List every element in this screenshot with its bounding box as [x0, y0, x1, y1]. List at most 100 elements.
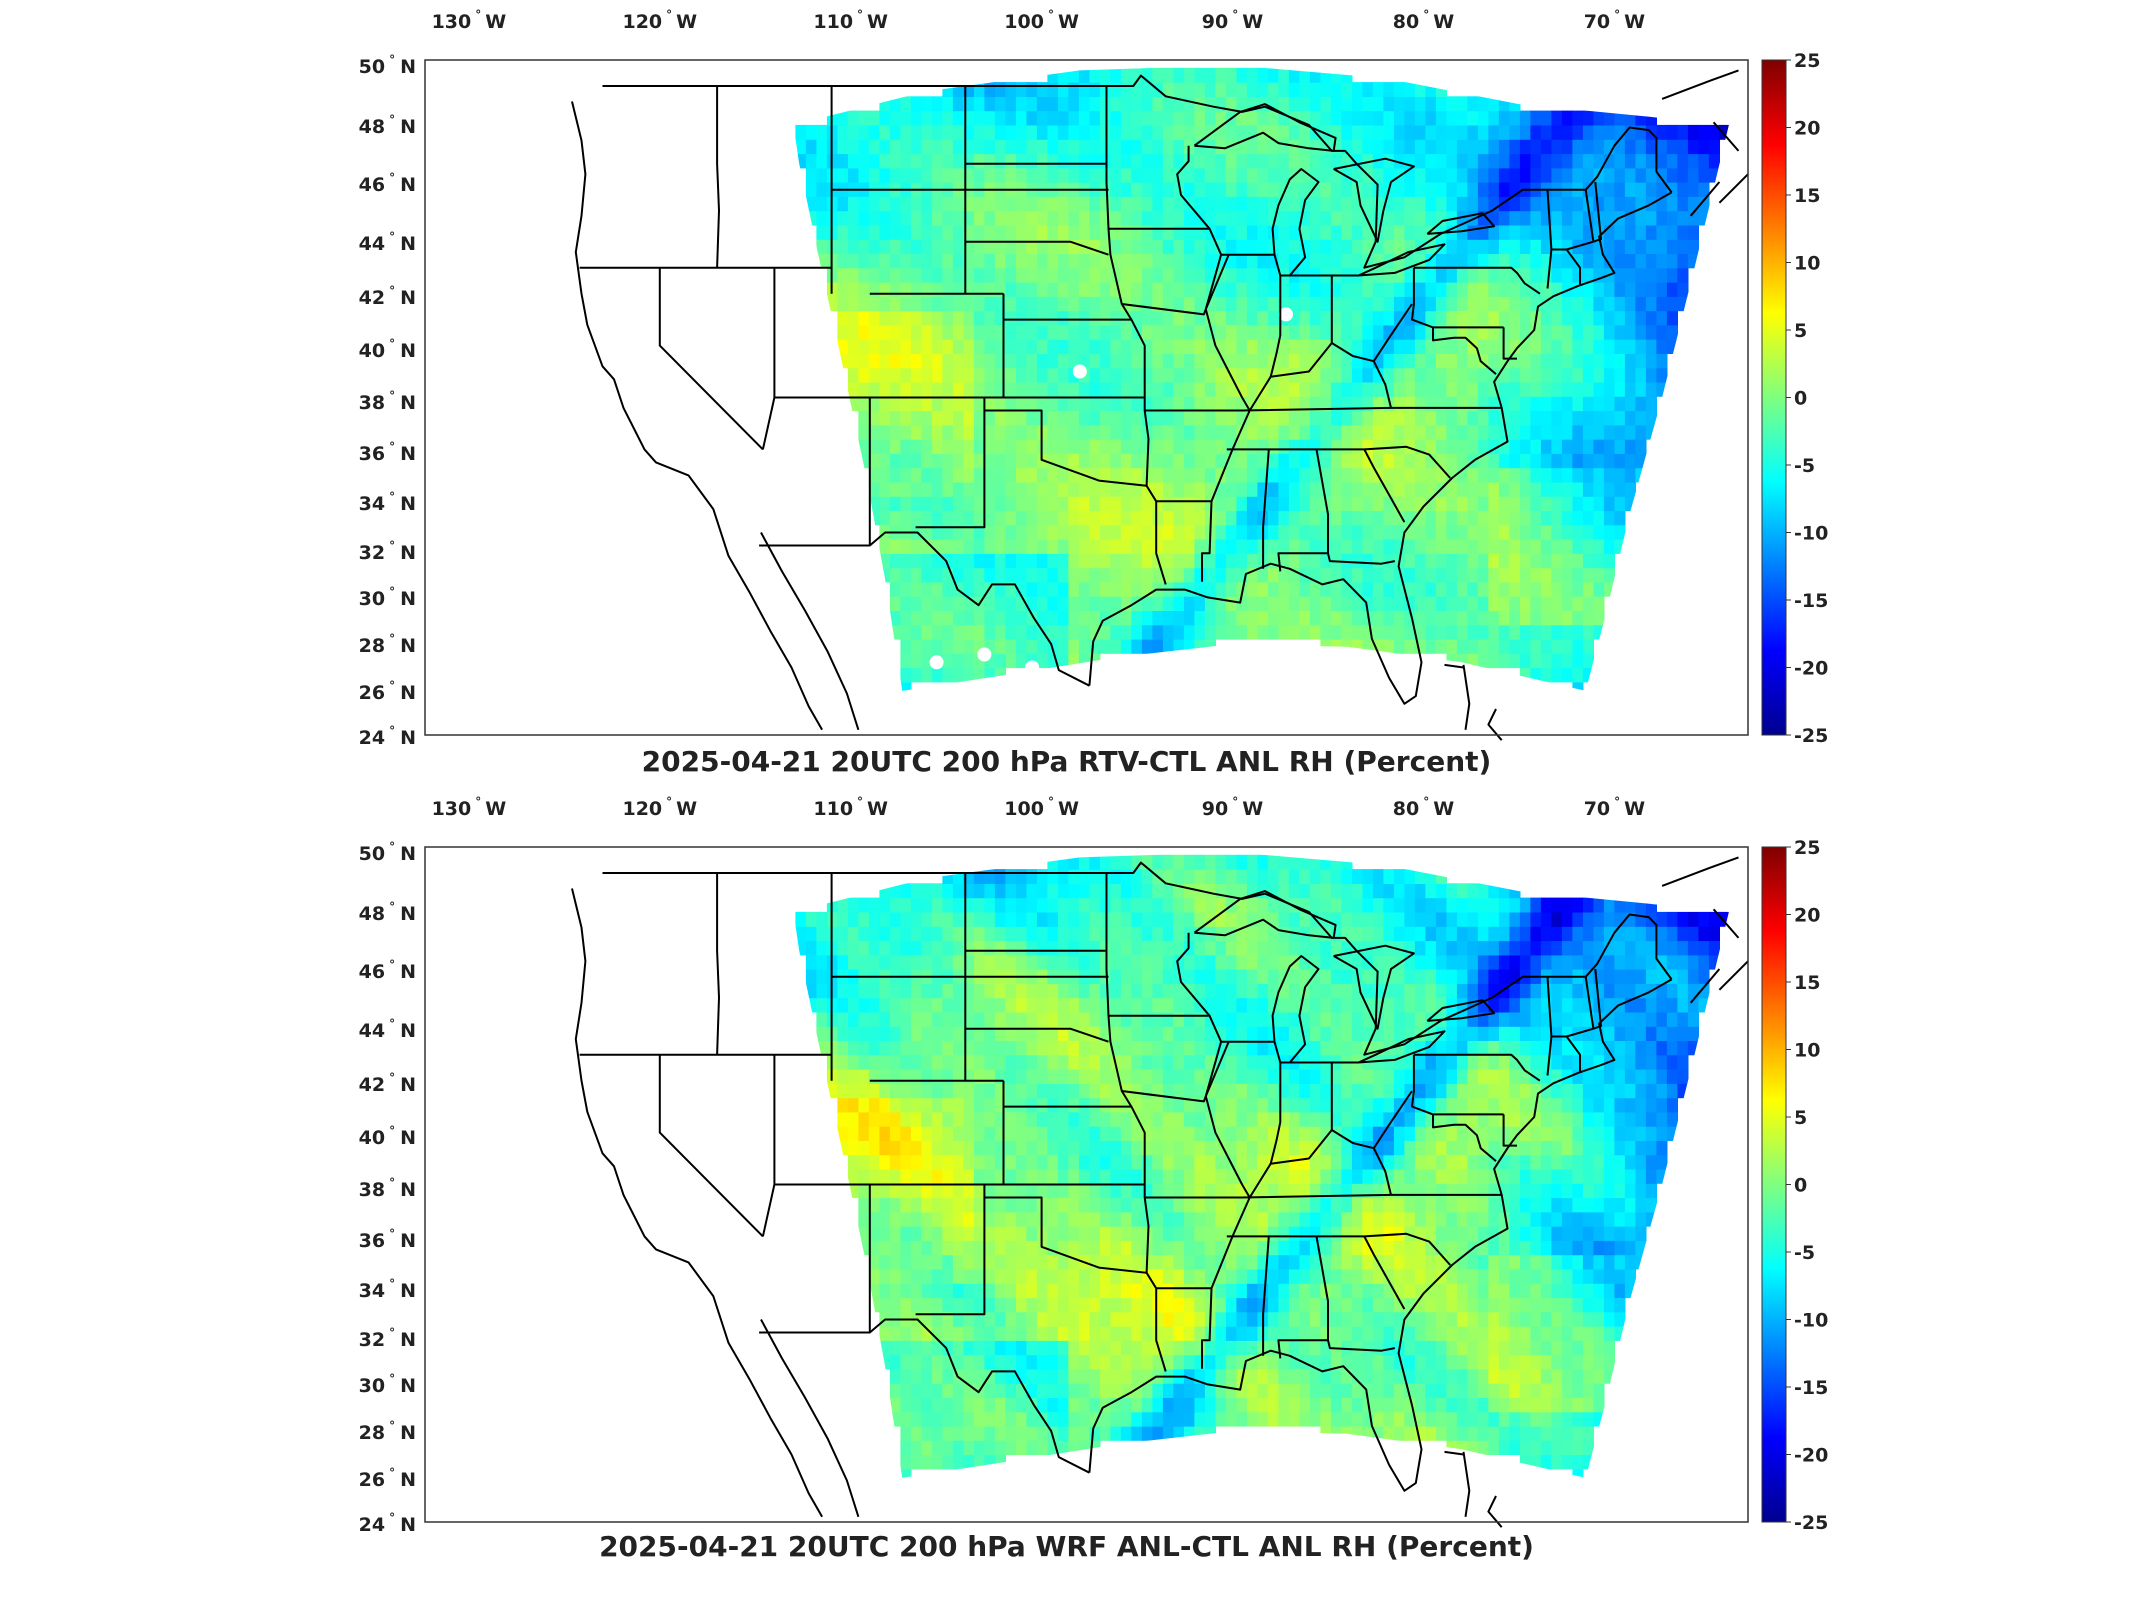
colorbar-tick-label: 10 [1794, 1040, 1820, 1062]
colorbar-tick-label: -25 [1794, 725, 1828, 747]
mexico-border [759, 1318, 1090, 1474]
map-frame [424, 59, 1749, 736]
state-border [1262, 1236, 1270, 1356]
great-lake-outline [1271, 168, 1320, 277]
longitude-label: 120 ° W [622, 795, 697, 820]
state-border [1551, 189, 1595, 251]
latitude-label: 44 ° N [359, 1017, 416, 1042]
state-border [1413, 1053, 1541, 1082]
state-border [1565, 1035, 1581, 1073]
colorbar-tick-label: -15 [1794, 590, 1828, 612]
colorbar-tick-label: 15 [1794, 972, 1820, 994]
missing-data-patch [1632, 554, 1647, 569]
colorbar [1761, 59, 1787, 736]
island-coastline [1444, 1450, 1464, 1456]
latitude-label: 32 ° N [359, 539, 416, 564]
state-border [1372, 303, 1413, 362]
state-border [1372, 1090, 1413, 1149]
state-border [1176, 145, 1211, 230]
map-title-rtv: 2025-04-21 20UTC 200 hPa RTV-CTL ANL RH … [641, 745, 1492, 778]
state-border [915, 1184, 986, 1316]
mexico-border [759, 531, 1090, 687]
west-coastline [571, 101, 823, 731]
latitude-label: 44 ° N [359, 230, 416, 255]
state-border [1327, 1340, 1395, 1352]
state-border [1144, 1193, 1502, 1199]
state-border [1248, 1129, 1392, 1199]
longitude-label: 90 ° W [1202, 8, 1263, 33]
state-border [1327, 553, 1395, 565]
map-frame [424, 846, 1749, 1523]
latitude-label: 24 ° N [359, 1511, 416, 1536]
great-lake-outline [1193, 890, 1337, 939]
longitude-label: 70 ° W [1584, 8, 1645, 33]
state-border [1176, 932, 1211, 1017]
state-border [716, 873, 720, 1055]
latitude-label: 50 ° N [359, 53, 416, 78]
state-border [1432, 1114, 1497, 1162]
state-border [1269, 1062, 1282, 1164]
longitude-label: 130 ° W [432, 795, 507, 820]
latitude-label: 24 ° N [359, 724, 416, 749]
latitude-label: 38 ° N [359, 389, 416, 414]
state-border [1226, 445, 1451, 479]
colorbar-tick-label: -10 [1794, 1310, 1828, 1332]
state-border [984, 409, 1167, 585]
state-border [1262, 449, 1270, 569]
gulf-of-california-coast [760, 1319, 860, 1518]
latitude-label: 38 ° N [359, 1176, 416, 1201]
island-coastline [1689, 181, 1721, 217]
canada-border [602, 74, 1673, 269]
great-lake-outline [1426, 212, 1496, 235]
latitude-label: 46 ° N [359, 171, 416, 196]
state-border [1108, 1014, 1223, 1103]
missing-data-patch [929, 655, 944, 670]
state-border [1144, 406, 1502, 412]
colorbar-tick-label: -10 [1794, 523, 1828, 545]
gulf-atlantic-coastline [1088, 191, 1673, 705]
great-lake-outline [1358, 243, 1446, 277]
state-border [1413, 266, 1541, 295]
state-border [1411, 1054, 1504, 1116]
island-coastline [1712, 121, 1740, 152]
state-border [658, 1054, 764, 1238]
latitude-label: 40 ° N [359, 1124, 416, 1149]
colorbar-tick-label: 0 [1794, 1175, 1807, 1197]
longitude-label: 120 ° W [622, 8, 697, 33]
colorbar-tick-label: 25 [1794, 837, 1820, 859]
latitude-label: 28 ° N [359, 1419, 416, 1444]
panel-wrf: 130 ° W 120 ° W 110 ° W 100 ° W 90 ° W 80 ° W 70 ° W 50 ° N 48 ° N… [0, 787, 2133, 1587]
canada-border [602, 861, 1673, 1056]
state-border [1502, 1114, 1517, 1147]
island-coastline [1718, 960, 1749, 991]
latitude-label: 42 ° N [359, 284, 416, 309]
map-title-wrf: 2025-04-21 20UTC 200 hPa WRF ANL-CTL ANL… [599, 1530, 1534, 1563]
colorbar-tick-label: -5 [1794, 455, 1815, 477]
colorbar-tick-label: -25 [1794, 1512, 1828, 1534]
longitude-label: 110 ° W [813, 8, 888, 33]
state-border [658, 267, 764, 451]
rh-difference-field [795, 854, 1729, 1478]
state-border [1411, 267, 1504, 329]
missing-data-patch [1072, 364, 1087, 379]
state-border [1226, 1232, 1451, 1266]
latitude-label: 36 ° N [359, 1227, 416, 1252]
latitude-label: 28 ° N [359, 632, 416, 657]
colorbar-tick-label: -15 [1794, 1377, 1828, 1399]
state-border [984, 1196, 1167, 1372]
west-coastline [571, 888, 823, 1518]
latitude-label: 48 ° N [359, 900, 416, 925]
great-lake-outline [1426, 999, 1496, 1022]
latitude-label: 46 ° N [359, 958, 416, 983]
longitude-label: 80 ° W [1393, 8, 1454, 33]
great-lake-outline [1271, 955, 1320, 1064]
longitude-label: 130 ° W [432, 8, 507, 33]
great-lake-outline [1333, 157, 1415, 243]
latitude-label: 42 ° N [359, 1071, 416, 1096]
longitude-label: 80 ° W [1393, 795, 1454, 820]
colorbar-tick-label: 0 [1794, 388, 1807, 410]
longitude-label: 70 ° W [1584, 795, 1645, 820]
island-coastline [1718, 173, 1749, 204]
latitude-label: 30 ° N [359, 585, 416, 610]
colorbar-tick-label: 15 [1794, 185, 1820, 207]
